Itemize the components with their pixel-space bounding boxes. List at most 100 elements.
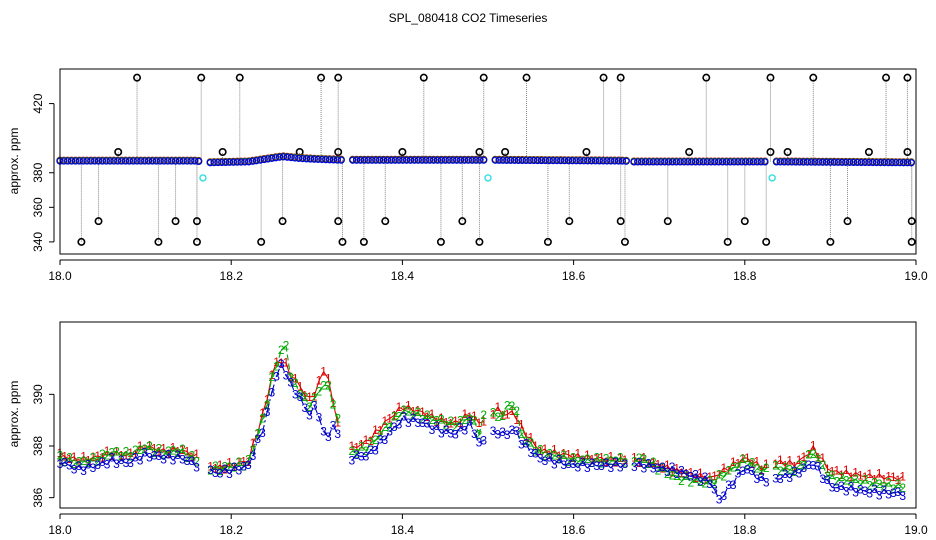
series-line-segment xyxy=(832,470,837,472)
baseline-point xyxy=(171,157,180,165)
bottom-x-tick-label: 18.2 xyxy=(220,523,244,537)
series-line-segment xyxy=(511,429,517,432)
baseline-point xyxy=(907,159,915,167)
series-point-label: 3 xyxy=(269,385,276,399)
spike-point xyxy=(114,147,123,156)
series-line-segment xyxy=(83,455,89,462)
series-point-label: 1 xyxy=(292,371,299,385)
series-point-label: 2 xyxy=(876,477,883,491)
baseline-point xyxy=(749,158,758,166)
series-line-segment xyxy=(360,439,367,445)
series-line-segment xyxy=(210,465,216,471)
series-point-label: 1 xyxy=(283,356,290,370)
baseline-point xyxy=(903,159,912,167)
series-point-label: 1 xyxy=(193,447,200,461)
series-line-segment xyxy=(426,423,433,431)
series-point-label: 2 xyxy=(683,469,690,483)
series-line-segment xyxy=(215,464,221,469)
series-point-label: 2 xyxy=(146,439,153,453)
series-point-label: 3 xyxy=(99,455,106,469)
series-point-label: 3 xyxy=(509,423,516,437)
series-point-label: 2 xyxy=(579,453,586,467)
series-point-label: 1 xyxy=(739,451,746,465)
series-line-segment xyxy=(605,462,612,469)
baseline-point xyxy=(703,158,711,166)
series-line-segment xyxy=(243,461,249,463)
series-point-label: 1 xyxy=(137,439,144,453)
series-line-segment xyxy=(563,463,569,466)
series-point-label: 1 xyxy=(490,408,497,422)
series-point-label: 3 xyxy=(551,457,558,471)
series-point-label: 2 xyxy=(640,452,647,466)
series-point-label: 1 xyxy=(833,464,840,478)
series-line-segment xyxy=(553,449,560,457)
series-point-label: 1 xyxy=(184,445,191,459)
series-point-label: 3 xyxy=(876,488,883,502)
series-point-label: 2 xyxy=(758,464,765,478)
baseline-point xyxy=(607,157,615,165)
series-point-label: 1 xyxy=(156,445,163,459)
series-line-segment xyxy=(464,418,470,421)
baseline-point xyxy=(476,156,484,164)
series-point-label: 3 xyxy=(527,446,534,460)
series-point-label: 2 xyxy=(697,475,704,489)
series-line-segment xyxy=(846,480,852,482)
spike-point xyxy=(475,147,484,156)
series-point-label: 1 xyxy=(735,457,742,471)
series-point-label: 1 xyxy=(664,458,671,472)
series-point-label: 3 xyxy=(786,471,793,485)
spike-point xyxy=(740,217,749,226)
series-line-segment xyxy=(92,456,99,462)
baseline-point xyxy=(518,156,526,165)
baseline-point xyxy=(718,158,727,166)
series-point-label: 2 xyxy=(786,463,793,477)
spike-point xyxy=(479,73,488,82)
series-line-segment xyxy=(403,409,409,413)
series-line-segment xyxy=(172,449,178,454)
series-point-label: 1 xyxy=(542,442,549,456)
series-point-label: 1 xyxy=(207,460,214,474)
series-point-label: 1 xyxy=(871,472,878,486)
series-point-label: 3 xyxy=(725,478,732,492)
series-point-label: 3 xyxy=(391,420,398,434)
baseline-point xyxy=(872,158,881,167)
series-line-segment xyxy=(464,421,471,431)
top-x-tick-label: 18.4 xyxy=(391,269,415,283)
baseline-point xyxy=(742,158,750,166)
series-line-segment xyxy=(257,418,263,434)
series-line-segment xyxy=(318,384,325,392)
baseline-point xyxy=(441,156,449,164)
series-point-label: 1 xyxy=(320,365,327,379)
series-point-label: 1 xyxy=(480,415,487,429)
spike-point xyxy=(907,237,916,246)
series-line-segment xyxy=(139,448,145,451)
baseline-point xyxy=(611,157,619,165)
baseline-point xyxy=(160,157,168,165)
baseline-point xyxy=(422,156,430,164)
series-point-label: 2 xyxy=(141,442,148,456)
baseline-point xyxy=(214,158,222,167)
series-line-segment xyxy=(299,393,306,398)
series-line-segment xyxy=(888,482,894,490)
baseline-point xyxy=(657,158,665,166)
series-line-segment xyxy=(671,474,677,477)
series-line-segment xyxy=(445,420,452,426)
baseline-point xyxy=(221,158,230,167)
series-line-segment xyxy=(572,453,579,459)
series-line-segment xyxy=(789,470,795,479)
series-point-label: 2 xyxy=(744,458,751,472)
series-line-segment xyxy=(247,455,254,466)
series-point-label: 2 xyxy=(405,405,412,419)
series-point-label: 3 xyxy=(250,449,257,463)
series-point-label: 3 xyxy=(386,425,393,439)
series-line-segment xyxy=(304,396,311,408)
series-point-label: 2 xyxy=(650,455,657,469)
baseline-point xyxy=(522,156,530,165)
series-point-label: 2 xyxy=(466,412,473,426)
baseline-point xyxy=(576,157,584,165)
series-line-segment xyxy=(412,411,419,417)
series-line-segment xyxy=(709,480,715,485)
baseline-point xyxy=(218,158,226,167)
series-line-segment xyxy=(676,475,682,482)
spike-point xyxy=(458,217,467,226)
